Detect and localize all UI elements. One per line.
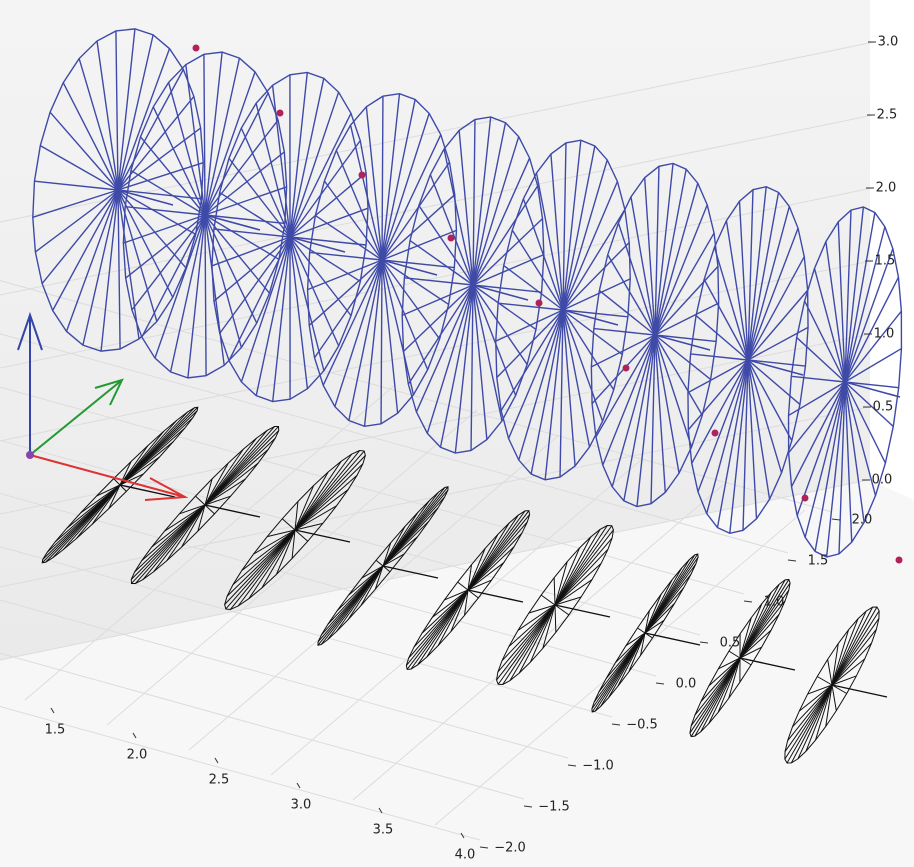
y-tick-label: −2.0 — [494, 841, 526, 856]
page: {"chart_data": {"type": "wireframe3d", "… — [0, 0, 914, 867]
z-tick-label: 0.0 — [872, 473, 893, 488]
y-tick-label: −1.5 — [538, 800, 570, 815]
y-tick-label: 1.0 — [764, 595, 785, 610]
y-tick-label: 1.5 — [808, 554, 829, 569]
x-tick-label: 3.0 — [291, 798, 312, 813]
x-tick-label: 2.0 — [127, 748, 148, 763]
x-tick-label: 1.5 — [45, 723, 66, 738]
x-tick-label: 3.5 — [373, 823, 394, 838]
marker-dot — [536, 300, 543, 307]
marker-dot — [448, 235, 455, 242]
z-tick-label: 1.5 — [875, 254, 896, 269]
y-tick-label: 0.5 — [720, 636, 741, 651]
marker-dot — [802, 495, 809, 502]
z-tick-label: 0.5 — [873, 400, 894, 415]
chart: 1.5 2.0 2.5 3.0 3.5 4.0 −2.0 −1.5 −1.0 −0.5 0.0 0.5… — [0, 0, 914, 867]
z-tick-label: 2.5 — [877, 108, 898, 123]
marker-dot — [712, 430, 719, 437]
y-tick-label: −1.0 — [582, 759, 614, 774]
origin-dot — [26, 451, 34, 459]
z-tick-label: 3.0 — [878, 35, 899, 50]
y-tick-label: −0.5 — [626, 718, 658, 733]
marker-dot — [193, 45, 200, 52]
x-tick-label: 4.0 — [455, 848, 476, 863]
z-tick-label: 1.0 — [874, 327, 895, 342]
y-tick-label: 0.0 — [676, 677, 697, 692]
marker-dot — [896, 557, 903, 564]
marker-dot — [359, 172, 366, 179]
z-tick-label: 2.0 — [876, 181, 897, 196]
marker-dot — [277, 110, 284, 117]
x-tick-label: 2.5 — [209, 773, 230, 788]
marker-dot — [623, 365, 630, 372]
y-tick-label: 2.0 — [852, 513, 873, 528]
